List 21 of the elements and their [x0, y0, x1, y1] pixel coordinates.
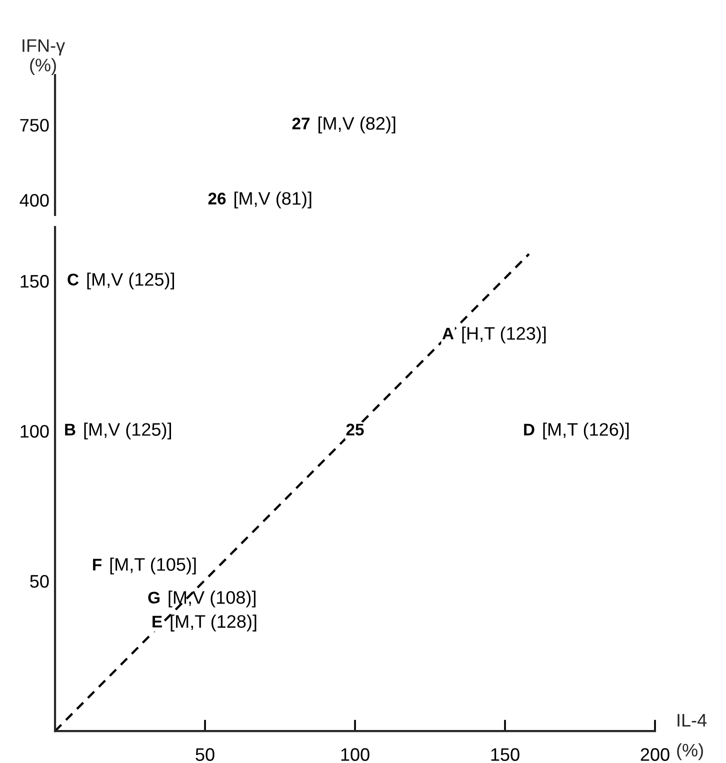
x-tick-label: 150	[491, 748, 520, 761]
x-tick-label: 200	[640, 748, 670, 761]
annotation: 27 [M,V (82)]	[292, 116, 396, 134]
annotation: G [M,V (108)]	[148, 590, 256, 608]
y-tick-label: 100	[20, 424, 49, 438]
y-tick-label: 750	[20, 118, 49, 132]
x-axis-title: IL-4 (%)	[677, 714, 707, 760]
y-axis-title: IFN-γ (%)	[22, 39, 66, 75]
y-tick-label: 400	[20, 194, 49, 207]
annotation: E [M,T (128)]	[152, 614, 256, 632]
x-tick-label: 50	[196, 748, 214, 761]
y-tick-label: 150	[20, 274, 49, 288]
annotation: F [M,T (105)]	[93, 558, 196, 574]
x-tick-label: 100	[341, 748, 370, 761]
annotation: 26 [M,V (81)]	[208, 192, 312, 208]
annotation: D [M,T (126)]	[524, 422, 629, 440]
annotation: C [M,V (125)]	[68, 272, 174, 290]
annotation: B [M,V (125)]	[65, 422, 172, 440]
y-tick-label: 50	[30, 574, 49, 588]
annotation: 25	[346, 424, 364, 436]
annotation: A [H,T (123)]	[442, 326, 546, 344]
